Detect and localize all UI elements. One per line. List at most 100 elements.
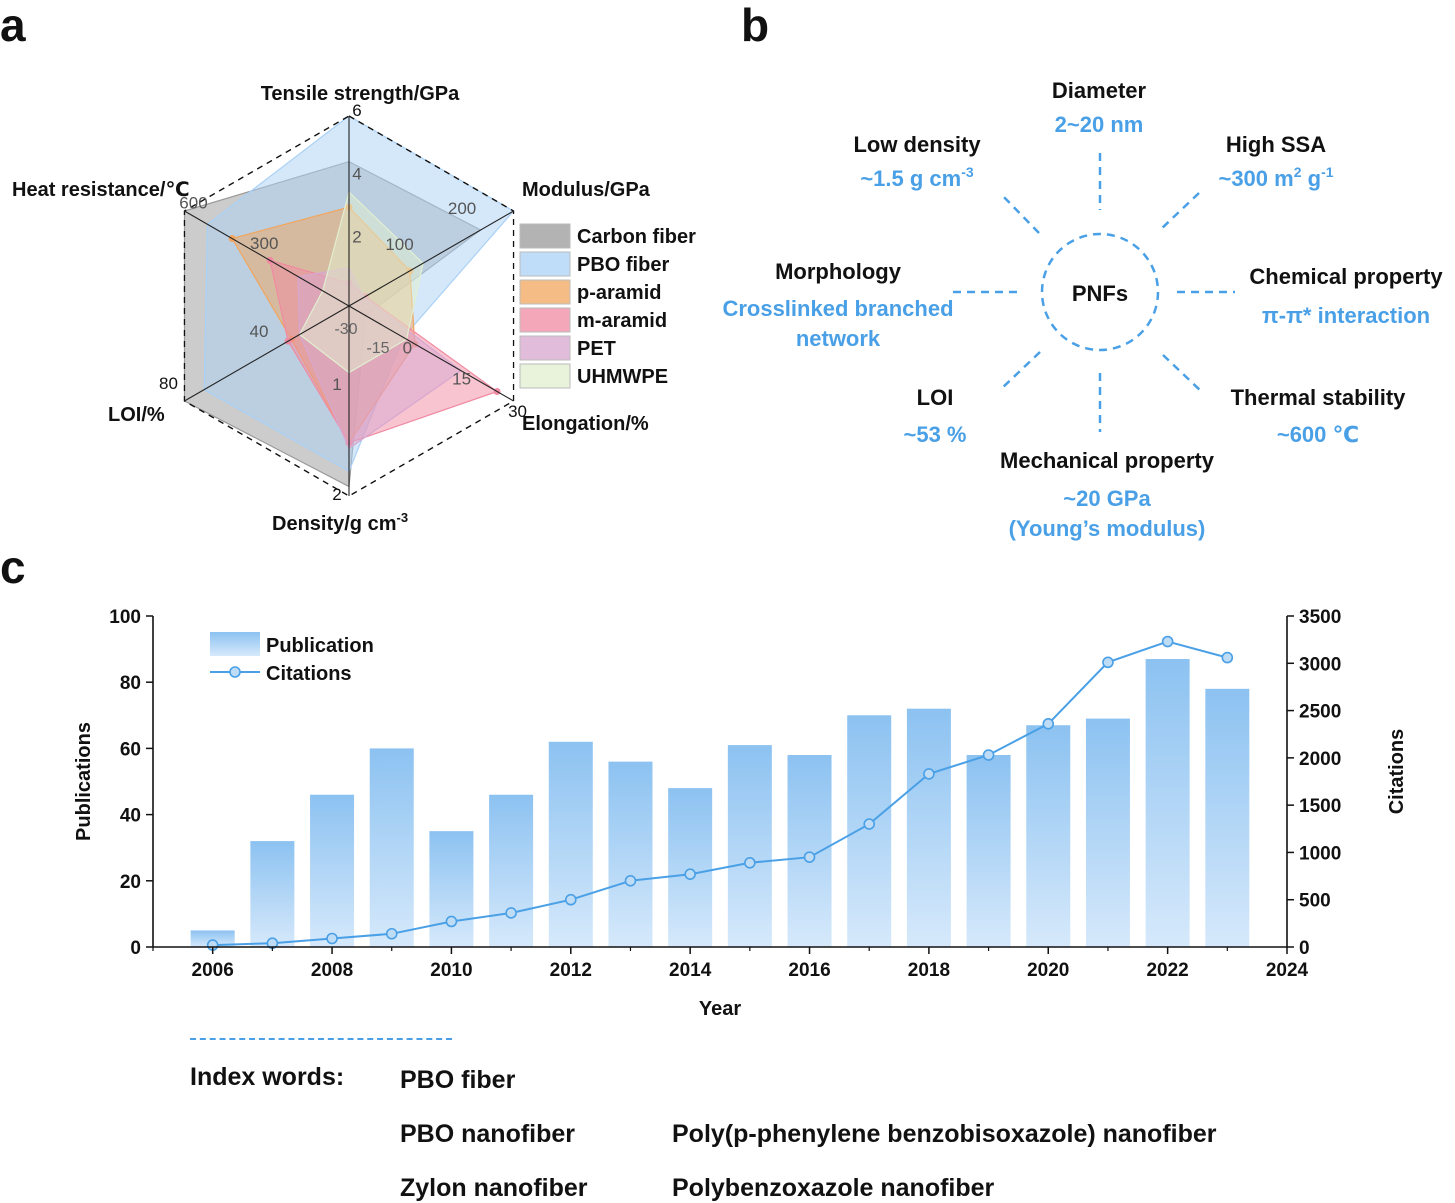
citation-point-2023 (1221, 651, 1234, 664)
citation-point-2019 (982, 749, 995, 761)
x-tick-label: 2008 (311, 960, 353, 981)
legend-swatch-0 (519, 223, 571, 249)
radar-tick-label: 30 (508, 402, 527, 421)
legend-swatch-1 (519, 251, 571, 277)
bar-2016 (787, 755, 832, 947)
bar-2012 (548, 741, 593, 947)
pnf-ray (999, 192, 1040, 234)
y-tick-label: 40 (120, 806, 141, 827)
radar-spoke (184, 210, 350, 307)
radar-tick-label: 1 (332, 375, 341, 394)
x-axis-label: Year (699, 998, 741, 1020)
index-word-5: Polybenzoxazole nanofiber (672, 1174, 995, 1202)
x-tick-label: 2010 (430, 960, 472, 981)
radar-axis-title-3: Density/g cm-3 (272, 510, 408, 535)
panel-label-a: a (0, 0, 26, 51)
y2-tick-label: 2500 (1299, 702, 1341, 723)
property-title-high-ssa: High SSA (1226, 132, 1326, 157)
radar-tick-label: -15 (366, 340, 389, 357)
citation-point-2014 (684, 868, 696, 880)
radar-spoke (184, 305, 350, 402)
x-tick-label: 2020 (1027, 960, 1069, 981)
citation-point-2022 (1161, 635, 1174, 648)
y2-axis-label: Citations (1386, 729, 1408, 815)
legend-swatch-3 (519, 307, 571, 333)
radar-tick-label: 600 (179, 193, 207, 212)
bar-2023 (1205, 688, 1250, 947)
property-title-chemical: Chemical property (1249, 264, 1443, 289)
radar-axis-title-2: Elongation/% (522, 413, 649, 435)
legend-swatch-2 (519, 279, 571, 305)
citation-point-2018 (923, 768, 935, 780)
pnf-ray (1162, 354, 1203, 393)
citation-point-2016 (803, 851, 816, 863)
y2-tick-label: 1500 (1299, 796, 1341, 817)
x-tick-label: 2018 (908, 960, 950, 981)
property-value-thermal: ~600 ℃ (1277, 422, 1359, 447)
property-title-loi: LOI (917, 385, 954, 410)
bar-2010 (429, 831, 474, 947)
legend-label-0: Carbon fiber (577, 226, 696, 248)
legend-swatch-4 (519, 335, 571, 361)
citations-line (212, 640, 1228, 947)
radar-tick-label: 80 (159, 374, 178, 393)
index-word-1: PBO fiber (400, 1066, 516, 1094)
property-value-low-density: ~1.5 g cm-3 (860, 164, 974, 191)
radar-spoke (348, 210, 514, 307)
x-tick-label: 2014 (669, 960, 712, 981)
citation-point-2011 (505, 907, 517, 919)
radar-tick-label: 40 (249, 322, 268, 341)
legend-citations-label: Citations (266, 663, 352, 685)
property-value-diameter: 2~20 nm (1055, 112, 1144, 137)
property-title-low-density: Low density (853, 132, 981, 157)
x-tick-label: 2012 (550, 960, 592, 981)
index-words-label: Index words: (190, 1063, 345, 1091)
pnf-ray (999, 351, 1041, 391)
y2-tick-label: 3500 (1299, 607, 1341, 628)
legend-publication-swatch (210, 632, 260, 656)
property-title-thermal: Thermal stability (1231, 385, 1407, 410)
y-axis-label: Publications (73, 722, 95, 841)
radar-tick-label: 2 (352, 228, 361, 247)
radar-chart: 2 4 6 100 200 0 15 30 1 2 40 80 300 600 -30 -15 Tensile … (12, 83, 696, 535)
citation-point-2015 (744, 857, 756, 869)
y-tick-label: 0 (130, 938, 141, 959)
y-tick-label: 60 (120, 739, 141, 760)
radar-tick-label: 200 (448, 199, 476, 218)
radar-tick-label: -30 (334, 321, 357, 338)
y2-tick-label: 500 (1299, 891, 1331, 912)
radar-tick-label: 2 (332, 485, 341, 504)
index-word-4: Zylon nanofiber (400, 1174, 588, 1202)
citation-point-2013 (624, 874, 637, 887)
legend-label-2: p-aramid (577, 282, 661, 304)
citation-point-2009 (385, 927, 398, 940)
y-tick-label: 80 (120, 673, 141, 694)
radar-tick-label: 4 (352, 164, 361, 183)
bar-2013 (608, 761, 653, 947)
radar-tick-label: 15 (452, 370, 471, 389)
property-title-morphology: Morphology (775, 259, 902, 284)
radar-tick-label: 0 (403, 338, 412, 357)
property-title-diameter: Diameter (1052, 78, 1147, 103)
property-value-line2-mechanical: (Young’s modulus) (1009, 516, 1206, 541)
x-tick-label: 2016 (788, 960, 830, 981)
index-words-separator (190, 1038, 452, 1040)
panel-label-c: c (0, 541, 26, 593)
pnf-circle (1040, 232, 1160, 352)
radar-tick-label: 100 (385, 235, 413, 254)
radar-axis-title-5: Heat resistance/℃ (12, 179, 190, 201)
citation-point-2008 (326, 932, 338, 945)
radar-tick-label: 300 (250, 234, 278, 253)
bar-2006 (190, 930, 235, 947)
x-tick-label: 2022 (1146, 960, 1188, 981)
x-tick-label: 2006 (192, 960, 234, 981)
y2-tick-label: 3000 (1299, 654, 1341, 675)
bar-2008 (310, 794, 355, 947)
property-value-morphology: Crosslinked branched (722, 296, 953, 321)
y-tick-label: 100 (109, 607, 141, 628)
legend-publication-label: Publication (266, 635, 374, 657)
citation-point-2017 (863, 818, 876, 830)
legend-swatch-5 (519, 363, 571, 389)
citation-point-2012 (564, 893, 577, 906)
